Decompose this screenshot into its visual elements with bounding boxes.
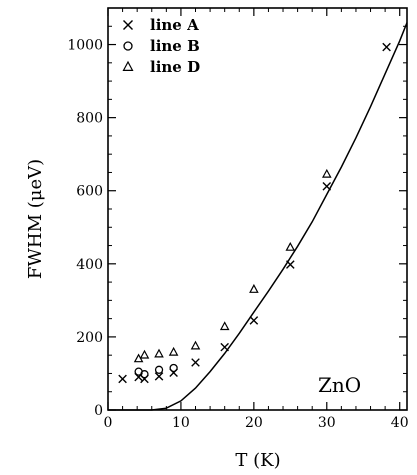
point-x-3 xyxy=(154,372,164,381)
legend-label-0: line A xyxy=(150,16,199,34)
point-triangle-1 xyxy=(139,349,150,359)
point-x-5 xyxy=(191,358,200,367)
legend-label-2: line D xyxy=(150,58,200,76)
y-tick-label-2: 400 xyxy=(76,257,103,273)
legend-marker-0-stroke xyxy=(123,20,133,30)
x-tick-label-0: 0 xyxy=(104,415,113,431)
x-tick-label-2: 20 xyxy=(245,415,263,431)
point-triangle-6 xyxy=(249,283,259,293)
point-circle-3 xyxy=(169,363,178,373)
point-x-6-stroke xyxy=(220,342,229,352)
point-x-5-stroke xyxy=(191,358,200,367)
point-x-8-stroke xyxy=(286,260,295,269)
y-tick-label-3: 600 xyxy=(76,184,103,200)
point-triangle-3 xyxy=(168,346,179,356)
point-x-9-stroke xyxy=(322,182,332,191)
point-x-9 xyxy=(322,182,332,191)
x-tick-label-4: 40 xyxy=(391,415,409,431)
point-x-7-stroke xyxy=(249,316,259,325)
x-tick-label-1: 10 xyxy=(172,415,190,431)
point-x-7 xyxy=(249,316,259,325)
point-triangle-2 xyxy=(154,348,164,358)
fit-curve xyxy=(108,22,408,411)
point-x-0 xyxy=(118,374,127,384)
point-x-6 xyxy=(220,342,229,352)
x-tick-label-3: 30 xyxy=(318,415,336,431)
legend-marker-2 xyxy=(122,60,134,72)
point-x-10 xyxy=(382,42,391,52)
y-tick-label-1: 200 xyxy=(76,330,103,346)
chart-annotation: ZnO xyxy=(318,373,361,397)
point-triangle-4 xyxy=(190,340,201,350)
y-axis-label: FWHM (μeV) xyxy=(25,159,46,279)
point-triangle-7 xyxy=(285,241,296,251)
point-x-8 xyxy=(286,260,295,269)
fit-curve-layer xyxy=(108,22,408,411)
y-tick-label-5: 1000 xyxy=(67,38,103,54)
y-tick-label-0: 0 xyxy=(94,403,103,419)
y-tick-label-4: 800 xyxy=(76,111,103,127)
point-circle-1 xyxy=(140,370,149,379)
legend-marker-0 xyxy=(123,20,133,30)
legend-label-1: line B xyxy=(150,37,200,55)
point-triangle-8 xyxy=(321,168,332,178)
point-triangle-5 xyxy=(219,321,230,331)
data-marks xyxy=(118,42,391,384)
point-circle-2 xyxy=(154,365,164,374)
legend: line A line B line D xyxy=(122,16,200,76)
point-x-10-stroke xyxy=(382,42,391,52)
point-x-0-stroke xyxy=(118,374,127,384)
x-axis-label: T (K) xyxy=(235,450,280,471)
legend-marker-1 xyxy=(123,41,133,51)
point-x-3-stroke xyxy=(154,372,164,381)
